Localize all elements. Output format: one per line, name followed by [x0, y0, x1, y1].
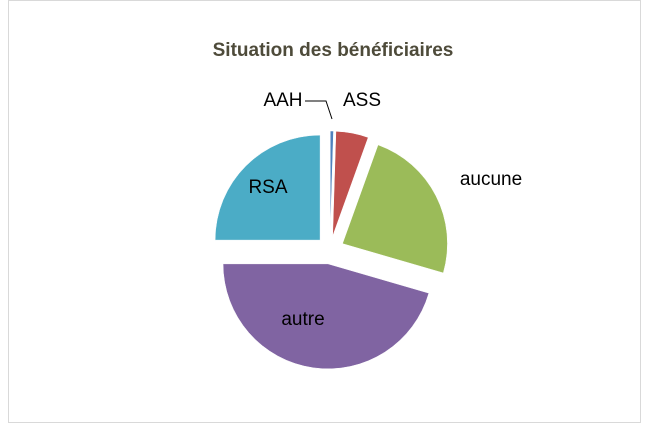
slice-label: AAH [263, 90, 302, 111]
slice-label: ASS [343, 90, 381, 111]
slice-label: aucune [460, 169, 522, 190]
pie-slice [342, 144, 448, 274]
pie-slice [329, 130, 334, 237]
leader-line [305, 100, 333, 120]
chart-title: Situation des bénéficiaires [213, 40, 454, 61]
slice-label: autre [281, 309, 324, 330]
pie-slice [222, 263, 430, 370]
slice-label: RSA [248, 177, 287, 198]
pie-slice [332, 131, 369, 237]
pie-slice [214, 134, 321, 241]
